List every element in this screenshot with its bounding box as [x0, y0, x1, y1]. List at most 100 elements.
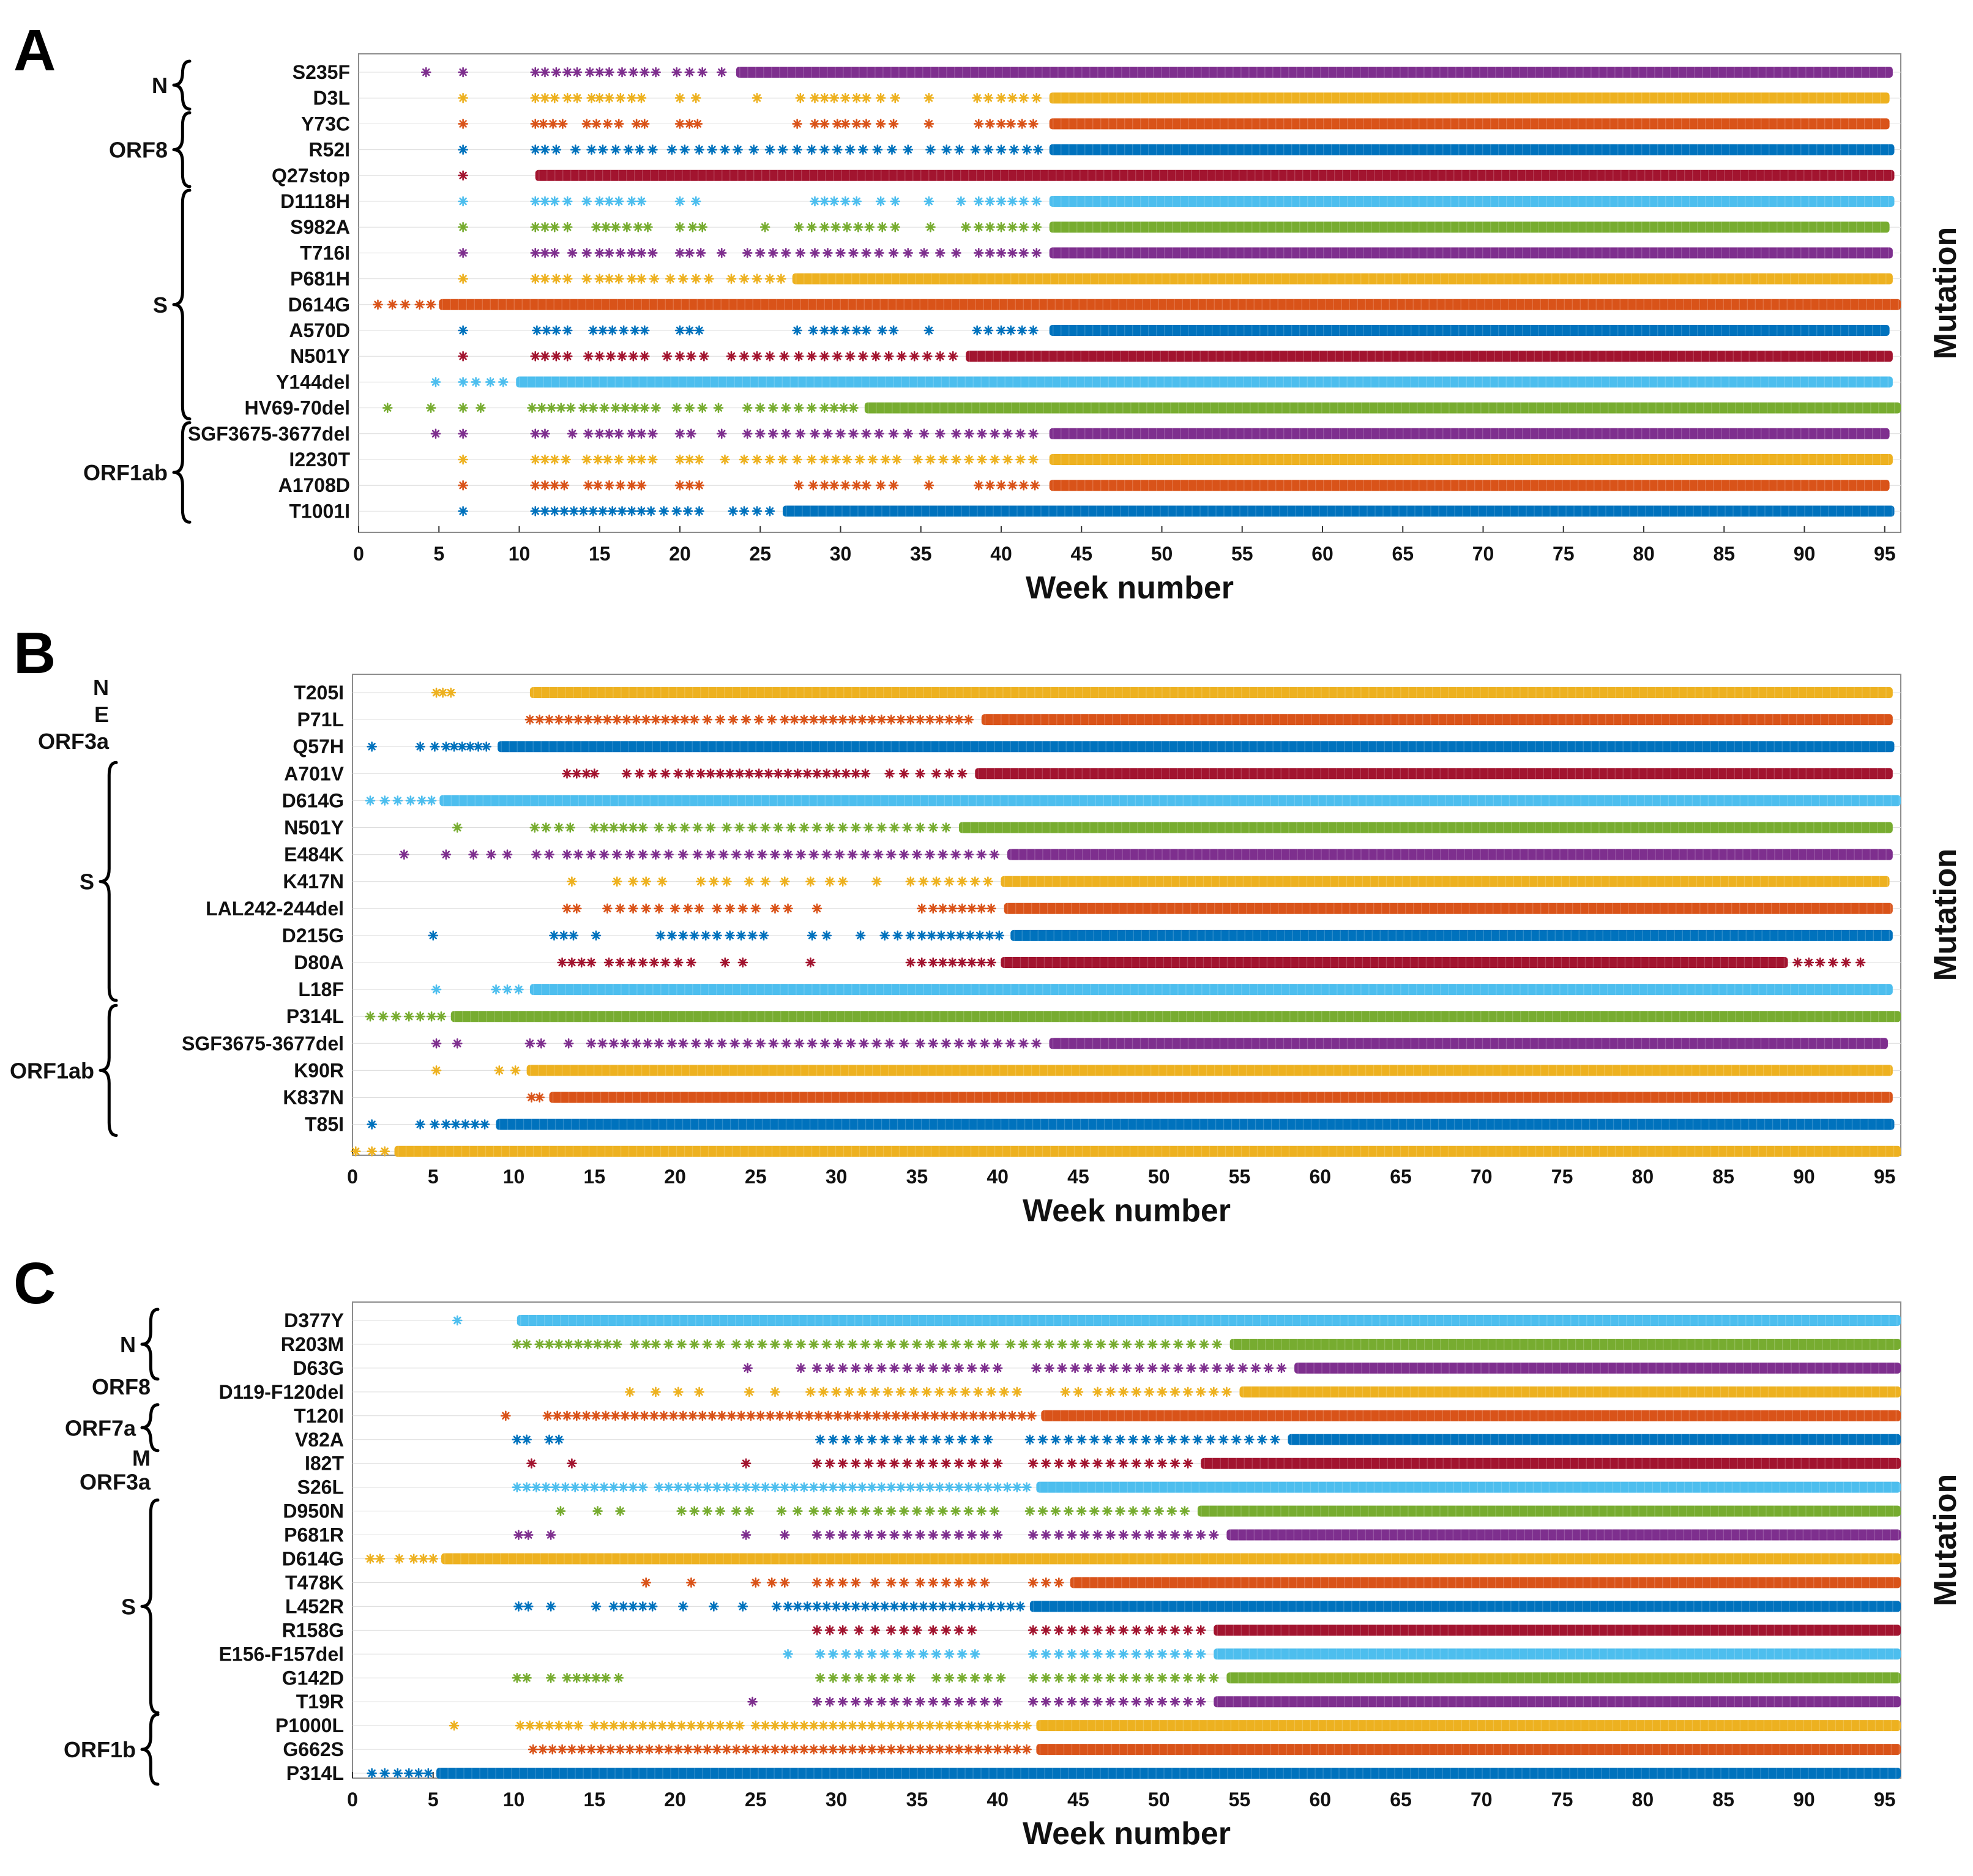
occurrence-point: [690, 274, 701, 284]
occurrence-point: [657, 876, 668, 887]
occurrence-point: [811, 903, 822, 914]
occurrence-point: [742, 248, 753, 258]
occurrence-point: [845, 351, 856, 362]
x-tick-label: 55: [1229, 1166, 1251, 1188]
occurrence-point: [964, 428, 974, 439]
occurrence-point: [976, 957, 987, 968]
series-e484k: E484K: [284, 844, 1893, 866]
occurrence-point: [581, 274, 592, 284]
occurrence-point: [925, 144, 936, 155]
occurrence-point: [888, 248, 899, 258]
mutation-label: D614G: [288, 294, 350, 316]
occurrence-point: [540, 480, 550, 491]
series-y73c: Y73C: [301, 113, 1890, 135]
x-tick-label: 70: [1472, 543, 1494, 565]
occurrence-point: [694, 903, 704, 914]
occurrence-point: [581, 769, 592, 779]
occurrence-point: [720, 454, 730, 465]
occurrence-point: [752, 506, 763, 516]
occurrence-point: [587, 403, 599, 413]
occurrence-point: [925, 714, 935, 725]
occurrence-point: [925, 849, 935, 860]
occurrence-point: [654, 822, 665, 833]
occurrence-point: [994, 930, 1005, 941]
occurrence-point: [923, 480, 934, 491]
mutation-label: LAL242-244del: [206, 898, 344, 920]
occurrence-point: [530, 351, 541, 362]
occurrence-point: [684, 119, 695, 129]
occurrence-point: [457, 741, 468, 752]
occurrence-point: [620, 403, 631, 413]
occurrence-point: [608, 822, 619, 833]
occurrence-point: [895, 714, 906, 725]
occurrence-point: [840, 92, 851, 103]
occurrence-point: [636, 248, 647, 258]
occurrence-point: [578, 506, 589, 516]
series-d80a: D80A: [294, 951, 1866, 973]
occurrence-point: [551, 67, 562, 78]
mutation-label: D3L: [313, 87, 350, 109]
occurrence-point: [990, 428, 1000, 439]
occurrence-point: [602, 119, 613, 129]
occurrence-point: [530, 221, 541, 233]
occurrence-point: [888, 325, 899, 336]
occurrence-point: [420, 67, 431, 78]
occurrence-point: [513, 984, 524, 995]
occurrence-point: [742, 403, 753, 413]
occurrence-point: [684, 480, 695, 491]
occurrence-point: [1002, 428, 1013, 439]
occurrence-point: [581, 248, 592, 258]
occurrence-point: [628, 822, 638, 833]
occurrence-point: [760, 822, 770, 833]
occurrence-point: [1855, 957, 1866, 968]
occurrence-point: [458, 92, 468, 103]
occurrence-point: [684, 325, 695, 336]
series-l18f: L18F: [298, 978, 1893, 1000]
occurrence-point: [641, 714, 651, 725]
x-tick-label: 15: [584, 1166, 606, 1188]
occurrence-point: [830, 454, 841, 465]
occurrence-point: [541, 325, 552, 336]
occurrence-point: [654, 903, 665, 914]
occurrence-point: [615, 903, 625, 914]
dense-occurrence-band: [975, 768, 1893, 780]
occurrence-point: [747, 930, 758, 941]
dense-occurrence-band: [1049, 92, 1890, 104]
occurrence-point: [977, 428, 987, 439]
occurrence-point: [886, 849, 897, 860]
occurrence-point: [1828, 957, 1838, 968]
occurrence-point: [465, 741, 476, 752]
occurrence-point: [630, 403, 640, 413]
occurrence-point: [861, 480, 871, 491]
occurrence-point: [674, 196, 685, 207]
occurrence-point: [861, 119, 871, 129]
occurrence-point: [867, 454, 878, 465]
occurrence-point: [883, 351, 894, 362]
occurrence-point: [562, 196, 573, 207]
occurrence-point: [808, 849, 819, 860]
occurrence-point: [430, 377, 441, 387]
occurrence-point: [864, 221, 875, 233]
occurrence-point: [639, 119, 650, 129]
occurrence-point: [674, 454, 685, 465]
dense-occurrence-band: [958, 822, 1893, 833]
occurrence-point: [789, 714, 800, 725]
occurrence-point: [923, 325, 934, 336]
series-t205i: T205I: [294, 682, 1893, 704]
occurrence-point: [824, 822, 835, 833]
occurrence-point: [559, 480, 570, 491]
occurrence-point: [805, 876, 816, 887]
occurrence-point: [928, 822, 939, 833]
occurrence-point: [875, 196, 886, 207]
occurrence-point: [586, 144, 597, 155]
occurrence-point: [628, 903, 638, 914]
x-tick-label: 20: [669, 543, 691, 565]
occurrence-point: [725, 903, 735, 914]
plot-frame: [358, 53, 1901, 533]
occurrence-point: [758, 930, 769, 941]
occurrence-point: [530, 506, 541, 516]
occurrence-point: [647, 248, 658, 258]
occurrence-point: [562, 274, 573, 284]
gene-brace: [172, 188, 192, 421]
occurrence-point: [540, 92, 550, 103]
